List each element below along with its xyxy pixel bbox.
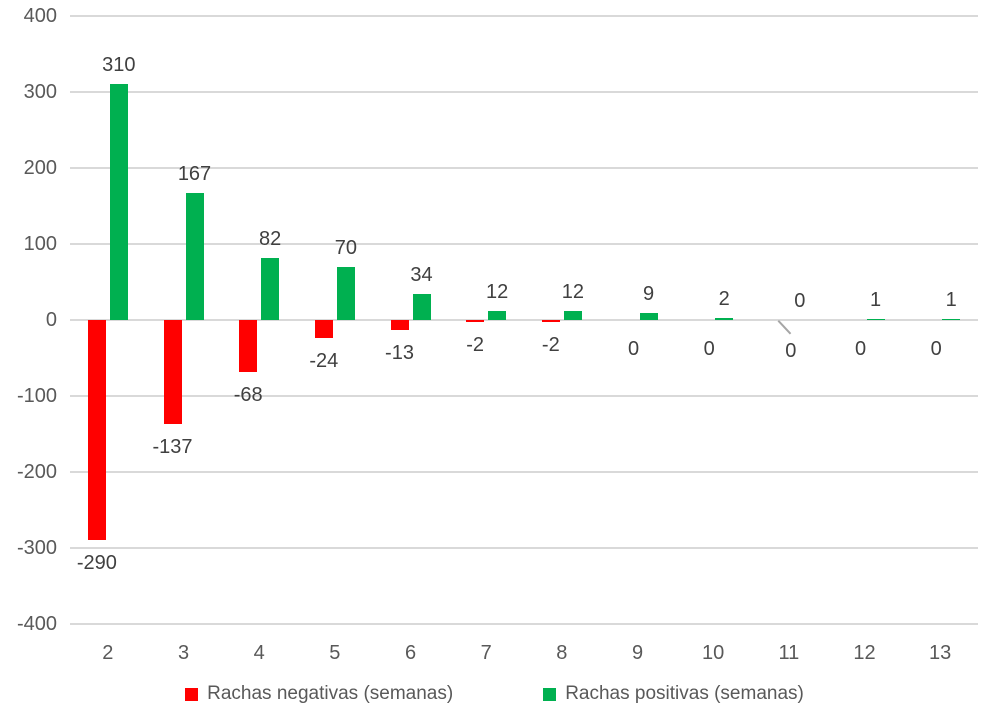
y-axis-label: -200 (16, 461, 57, 483)
x-axis-label: 10 (702, 642, 725, 664)
gridline (70, 243, 978, 245)
y-axis-label: 0 (45, 309, 57, 331)
gridline (70, 395, 978, 397)
x-axis-label: 4 (253, 642, 265, 664)
bar-value-label: -137 (152, 436, 193, 459)
legend-label-negativas: Rachas negativas (semanas) (207, 683, 454, 704)
bar-positive (563, 310, 582, 320)
x-axis-label: 3 (177, 642, 190, 664)
bar-negative (541, 320, 560, 322)
x-axis-label: 9 (631, 642, 644, 664)
bar-value-label: 70 (334, 236, 357, 259)
bar-value-label: 1 (869, 288, 882, 311)
y-axis-label: 100 (23, 233, 57, 255)
y-axis-label: -300 (16, 537, 57, 559)
gridline (70, 623, 978, 625)
bar-positive (715, 318, 734, 320)
bar-value-label: -13 (385, 341, 414, 364)
x-axis-label: 7 (480, 642, 492, 664)
legend-item-positivas: Rachas positivas (semanas) (543, 683, 804, 705)
y-axis-label: 300 (23, 81, 57, 103)
bar-value-label: 0 (930, 338, 942, 360)
bar-value-label: 0 (794, 290, 806, 312)
x-axis-label: 11 (778, 642, 800, 664)
bar-value-label: 0 (703, 338, 715, 360)
bar-value-label: 2 (718, 288, 730, 311)
chart-legend: Rachas negativas (semanas) Rachas positi… (0, 683, 989, 705)
x-axis-label: 2 (102, 642, 114, 664)
bar-value-label: -24 (309, 350, 339, 373)
bar-value-label: 12 (561, 280, 584, 303)
bar-positive (261, 257, 280, 320)
x-axis-label: 12 (853, 642, 876, 664)
bar-value-label: 0 (785, 340, 797, 362)
bar-positive (185, 193, 204, 320)
bar-value-label: 167 (177, 163, 212, 186)
leader-line (777, 320, 792, 335)
x-axis-label: 13 (929, 642, 952, 664)
bar-positive (488, 310, 507, 320)
bar-value-label: -290 (76, 552, 117, 575)
bar-negative (466, 320, 485, 322)
bar-value-label: 0 (854, 338, 867, 360)
bar-positive (942, 318, 961, 320)
bar-value-label: 12 (486, 280, 509, 303)
bar-value-label: -68 (233, 383, 263, 406)
y-axis-label: 200 (23, 157, 57, 179)
gridline (70, 547, 978, 549)
x-axis-label: 8 (556, 642, 568, 664)
gridline (70, 15, 978, 17)
gridline (70, 319, 978, 321)
bar-value-label: 310 (102, 54, 136, 77)
bar-negative (239, 320, 258, 372)
x-axis-label: 5 (329, 642, 341, 664)
bar-negative (314, 320, 333, 339)
gridline (70, 471, 978, 473)
bar-value-label: -2 (466, 333, 485, 356)
bar-negative (390, 320, 409, 330)
y-axis-label: 400 (23, 5, 57, 27)
bar-value-label: 1 (945, 288, 957, 311)
legend-label-positivas: Rachas positivas (semanas) (565, 683, 804, 704)
gridline (70, 167, 978, 169)
y-axis-label: -400 (16, 613, 57, 635)
x-axis-label: 6 (404, 642, 417, 664)
legend-swatch-positivas (543, 687, 557, 701)
bar-positive (639, 313, 658, 320)
bar-negative (163, 320, 182, 425)
bar-value-label: -2 (541, 333, 560, 356)
y-axis-label: -100 (16, 385, 57, 407)
bar-value-label: 34 (410, 264, 433, 287)
bar-positive (866, 318, 885, 320)
bar-value-label: 82 (259, 227, 282, 250)
bar-positive (109, 84, 128, 320)
bar-value-label: 0 (627, 338, 640, 360)
gridline (70, 91, 978, 93)
legend-item-negativas: Rachas negativas (semanas) (185, 683, 453, 705)
bar-positive (336, 266, 355, 320)
bar-negative (87, 320, 106, 541)
bar-value-label: 9 (642, 283, 655, 306)
bar-positive (412, 294, 431, 320)
legend-swatch-negativas (185, 687, 199, 701)
